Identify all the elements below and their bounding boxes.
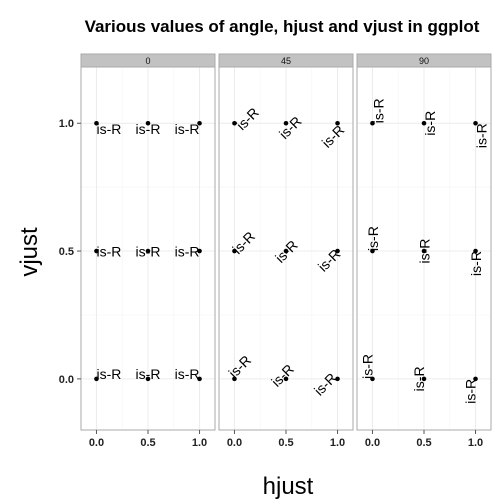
data-point xyxy=(145,248,151,254)
point-label: is-R xyxy=(136,121,161,137)
y-tick-label: 0.5 xyxy=(59,246,74,258)
data-point xyxy=(197,120,202,126)
strip-label: 45 xyxy=(281,56,291,66)
data-point xyxy=(197,376,202,382)
data-point xyxy=(370,248,375,254)
data-point xyxy=(473,120,478,126)
point-label: is-R xyxy=(96,366,121,382)
x-tick-label: 0.5 xyxy=(140,437,155,449)
strip-label: 90 xyxy=(419,56,429,66)
data-point xyxy=(283,248,289,254)
data-point xyxy=(421,376,427,382)
data-point xyxy=(94,120,99,126)
facet-panels: 0 0.0 0.5 1.0 is-R is-R is-R is-R is-R is-R is-R is… xyxy=(80,53,492,449)
chart-title: Various values of angle, hjust and vjust… xyxy=(85,17,480,36)
panel-angle-45: 450.0 0.5 1.0is-R is-R is-Ris-R is-R is-Ris-R i… xyxy=(218,53,354,449)
point-label: is-R xyxy=(463,379,479,404)
data-point xyxy=(283,376,289,382)
data-point xyxy=(145,376,151,382)
data-point xyxy=(335,248,340,254)
y-axis: 0.0 0.5 1.0 xyxy=(59,118,81,386)
x-tick-label: 1.0 xyxy=(468,437,483,449)
point-label: is-R xyxy=(365,226,381,251)
point-label: is-R xyxy=(411,366,427,391)
data-point xyxy=(473,248,478,254)
point-label: is-R xyxy=(359,354,375,379)
x-tick-label: 0.0 xyxy=(365,437,380,449)
data-point xyxy=(145,120,151,126)
data-point xyxy=(421,248,427,254)
data-point xyxy=(232,376,237,382)
x-tick-label: 0.0 xyxy=(89,437,104,449)
panel-angle-90: 90 0.0 0.5 1.0 is-R is-R is-R is-R is-R is-R is-R i… xyxy=(356,53,492,449)
x-tick-label: 1.0 xyxy=(330,437,345,449)
point-label: is-R xyxy=(370,98,386,123)
point-label: is-R xyxy=(175,366,200,382)
point-label: is-R xyxy=(175,121,200,137)
data-point xyxy=(232,248,237,254)
data-point xyxy=(197,248,202,254)
data-point xyxy=(370,376,375,382)
y-axis-title: vjust xyxy=(16,227,43,277)
y-tick-label: 0.0 xyxy=(59,374,74,386)
point-label: is-R xyxy=(96,244,121,260)
point-label: is-R xyxy=(136,366,161,382)
data-point xyxy=(232,120,237,126)
strip-label: 0 xyxy=(145,56,150,66)
data-point xyxy=(283,120,289,126)
data-point xyxy=(421,120,427,126)
x-tick-label: 0.5 xyxy=(416,437,431,449)
x-tick-label: 0.0 xyxy=(227,437,242,449)
y-tick-label: 1.0 xyxy=(59,118,74,130)
data-point xyxy=(370,120,375,126)
point-label: is-R xyxy=(468,251,484,276)
panel-angle-0: 0 0.0 0.5 1.0 is-R is-R is-R is-R is-R is-R is-R is… xyxy=(80,53,216,449)
x-tick-label: 1.0 xyxy=(192,437,207,449)
point-label: is-R xyxy=(474,123,490,148)
data-point xyxy=(94,248,99,254)
data-point xyxy=(473,376,478,382)
data-point xyxy=(335,120,340,126)
data-point xyxy=(335,376,340,382)
data-point xyxy=(94,376,99,382)
point-label: is-R xyxy=(96,121,121,137)
x-axis-title: hjust xyxy=(263,473,314,500)
point-label: is-R xyxy=(422,111,438,136)
point-label: is-R xyxy=(175,244,200,260)
x-tick-label: 0.5 xyxy=(278,437,293,449)
